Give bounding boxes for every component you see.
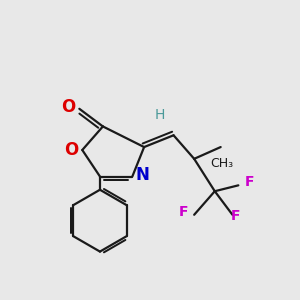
Text: F: F — [231, 209, 240, 223]
Text: N: N — [135, 166, 149, 184]
Text: O: O — [61, 98, 75, 116]
Text: CH₃: CH₃ — [211, 157, 234, 170]
Text: O: O — [64, 141, 78, 159]
Text: F: F — [179, 205, 189, 219]
Text: H: H — [155, 108, 166, 122]
Text: F: F — [245, 176, 254, 189]
